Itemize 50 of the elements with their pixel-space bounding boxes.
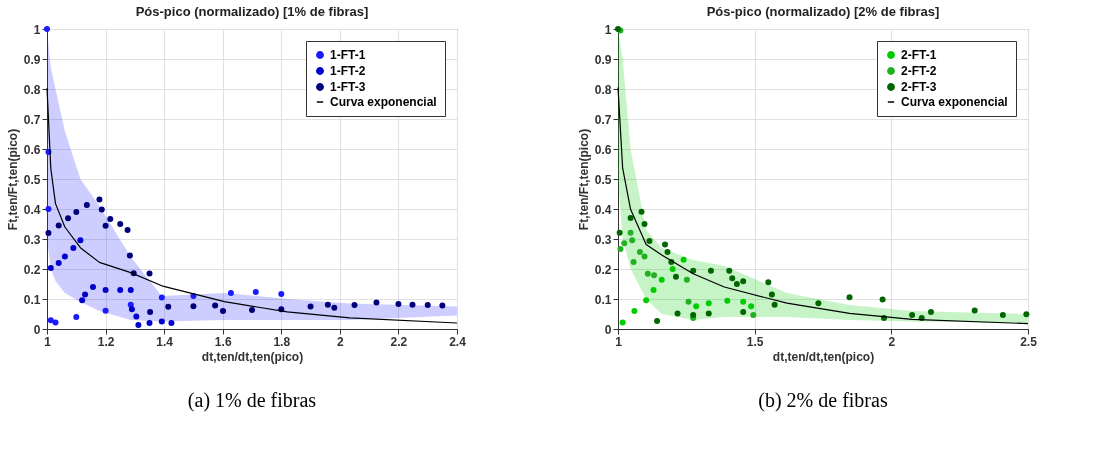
y-tick-label: 0.2: [594, 262, 612, 277]
x-tick-label: 2.2: [390, 334, 408, 349]
y-axis-title: Ft,ten/Ft,ten(pico): [5, 128, 20, 231]
x-tick-label: 1.4: [156, 334, 174, 349]
y-tick-label: 1: [33, 22, 41, 37]
y-tick-label: 0.7: [594, 112, 612, 127]
text: (a) 1% de fibras: [187, 389, 317, 412]
y-tick-label: 0.1: [594, 292, 612, 307]
y-tick-label: 0.4: [23, 202, 41, 217]
legend-label: 2-FT-2: [901, 64, 937, 78]
text: (b) 2% de fibras: [758, 389, 888, 412]
x-tick-label: 2.4: [449, 334, 467, 349]
y-tick-label: 0.2: [23, 262, 41, 277]
x-tick-label: 1.6: [214, 334, 232, 349]
y-tick-label: 0.3: [594, 232, 612, 247]
y-tick-label: 0.8: [23, 82, 41, 97]
y-tick-label: 0.6: [594, 142, 612, 157]
y-tick-label: 1: [604, 22, 612, 37]
x-tick-label: 2: [888, 334, 896, 349]
legend-label: Curva exponencial: [901, 95, 1008, 109]
chart-title: Pós-pico (normalizado) [2% de fibras]: [706, 4, 940, 19]
legend-label: Curva exponencial: [330, 95, 437, 109]
y-tick-label: 0.4: [594, 202, 612, 217]
chart-title: Pós-pico (normalizado) [1% de fibras]: [135, 4, 369, 19]
x-tick-label: 1.8: [273, 334, 291, 349]
legend-label: 1-FT-1: [330, 48, 366, 62]
x-tick-label: 1.5: [746, 334, 764, 349]
x-axis-title: dt,ten/dt,ten(pico): [201, 349, 304, 364]
y-tick-label: 0.8: [594, 82, 612, 97]
y-tick-label: 0: [604, 322, 612, 337]
y-tick-label: 0.3: [23, 232, 41, 247]
x-tick-label: 2.5: [1020, 334, 1038, 349]
y-tick-label: 0: [33, 322, 41, 337]
x-tick-label: 1: [44, 334, 52, 349]
y-axis-title: Ft,ten/Ft,ten(pico): [576, 128, 591, 231]
x-axis-title: dt,ten/dt,ten(pico): [772, 349, 875, 364]
x-tick-label: 2: [337, 334, 345, 349]
x-tick-label: 1.2: [97, 334, 115, 349]
y-tick-label: 0.9: [23, 52, 41, 67]
legend-label: 2-FT-1: [901, 48, 937, 62]
y-tick-label: 0.9: [594, 52, 612, 67]
legend-label: 2-FT-3: [901, 80, 937, 94]
y-tick-label: 0.5: [594, 172, 612, 187]
legend-label: 1-FT-2: [330, 64, 366, 78]
y-tick-label: 0.5: [23, 172, 41, 187]
y-tick-label: 0.7: [23, 112, 41, 127]
legend-label: 1-FT-3: [330, 80, 366, 94]
y-tick-label: 0.6: [23, 142, 41, 157]
y-tick-label: 0.1: [23, 292, 41, 307]
x-tick-label: 1: [615, 334, 623, 349]
